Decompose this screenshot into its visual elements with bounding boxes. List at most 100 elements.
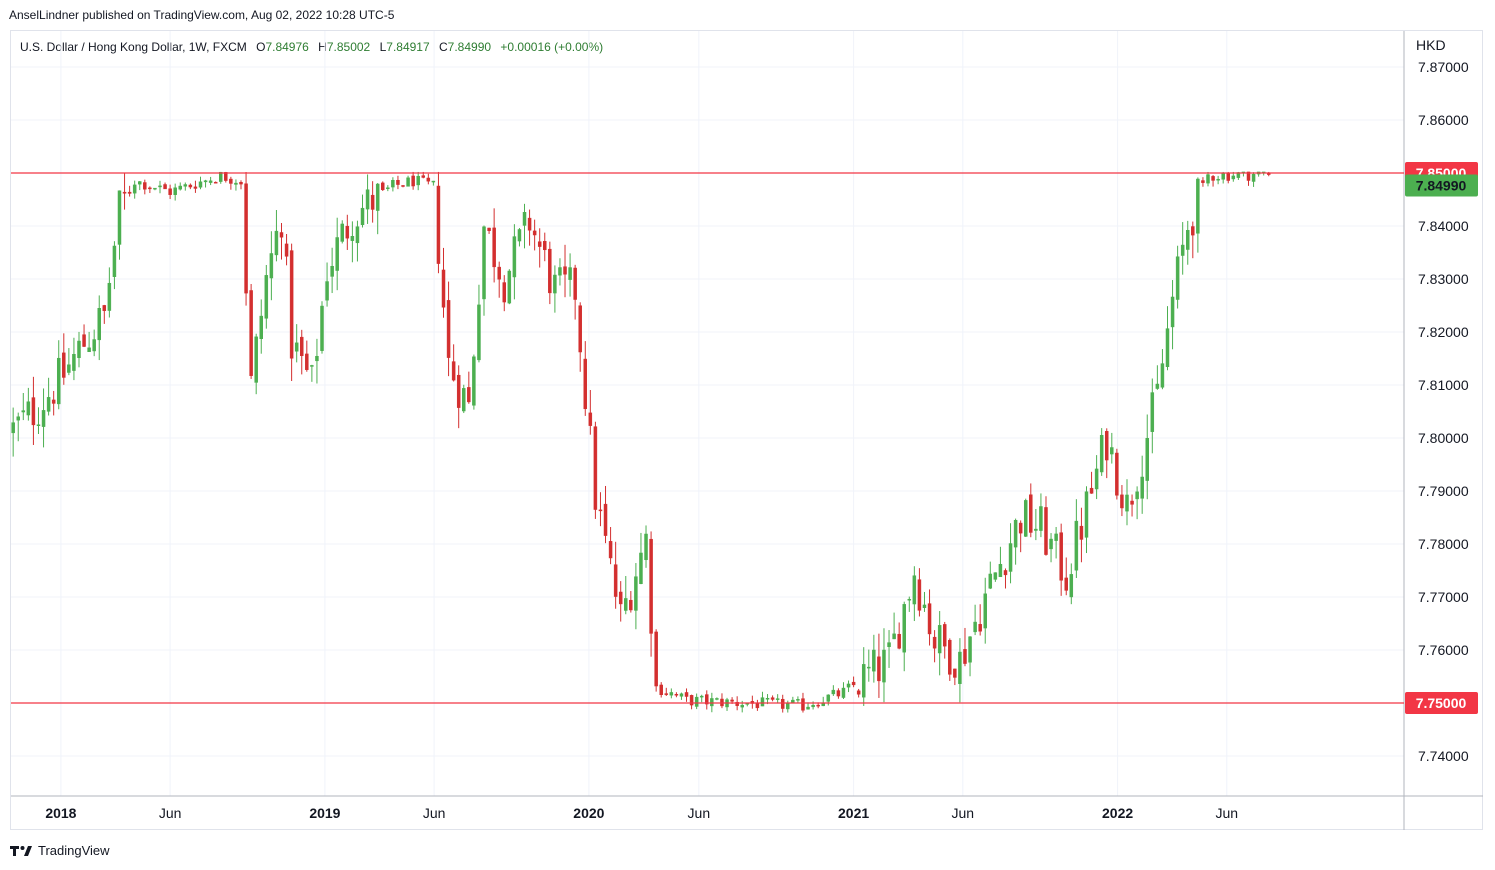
candle-body xyxy=(1064,577,1068,591)
candle-body xyxy=(446,300,451,358)
candle-body xyxy=(1267,173,1271,175)
candle-body xyxy=(294,342,299,352)
candle-body xyxy=(1074,520,1079,571)
candle-body xyxy=(264,275,269,319)
candle-body xyxy=(816,704,820,707)
candle-body xyxy=(973,621,977,633)
y-tick-label: 7.87000 xyxy=(1418,59,1469,75)
candle-body xyxy=(634,576,638,611)
candle-body xyxy=(411,175,415,187)
candle-body xyxy=(132,184,137,194)
legend-open-label: O xyxy=(256,40,266,54)
candle-body xyxy=(887,642,891,648)
candle-body xyxy=(16,416,20,421)
candle-body xyxy=(370,194,375,210)
candle-body xyxy=(365,189,370,210)
candle-body xyxy=(765,698,770,700)
candle-body xyxy=(472,356,476,406)
candle-body xyxy=(659,684,663,695)
candle-body xyxy=(31,397,36,426)
y-tick-label: 7.78000 xyxy=(1418,536,1469,552)
candle-body xyxy=(588,412,593,426)
candle-body xyxy=(274,230,279,256)
candle-body xyxy=(1059,532,1063,581)
candle-body xyxy=(1089,487,1094,494)
candle-body xyxy=(760,697,765,707)
candle-body xyxy=(173,187,177,195)
candle-body xyxy=(806,706,810,710)
candle-body xyxy=(958,651,962,684)
candle-body xyxy=(1044,507,1048,555)
candle-body xyxy=(892,633,896,640)
candle-body xyxy=(305,353,309,370)
publisher-line: AnselLindner published on TradingView.co… xyxy=(9,8,395,22)
candle-body xyxy=(841,687,846,698)
candle-body xyxy=(613,564,618,597)
candle-body xyxy=(953,668,957,678)
candle-body xyxy=(477,304,481,361)
candle-body xyxy=(1115,452,1119,496)
candle-body xyxy=(1079,525,1084,540)
candle-body xyxy=(639,552,643,585)
candle-body xyxy=(401,185,405,187)
candle-body xyxy=(330,265,334,277)
candle-body xyxy=(300,336,304,356)
candle-body xyxy=(279,232,284,238)
candle-body xyxy=(320,305,324,351)
legend-close-label: C xyxy=(439,40,448,54)
y-tick-label: 7.79000 xyxy=(1418,483,1469,499)
candle-body xyxy=(462,388,466,412)
candle-body xyxy=(872,649,876,672)
x-tick-label: 2021 xyxy=(838,805,869,821)
candle-body xyxy=(548,248,552,294)
candle-body xyxy=(664,693,669,695)
candle-body xyxy=(487,227,491,231)
x-tick-label: Jun xyxy=(1216,805,1239,821)
candle-body xyxy=(851,681,856,686)
candle-body xyxy=(937,625,942,654)
candle-body xyxy=(416,175,420,186)
candle-body xyxy=(856,690,861,695)
candle-body xyxy=(922,604,927,608)
candle-body xyxy=(51,399,56,404)
candle-body xyxy=(127,191,132,194)
candle-body xyxy=(451,361,456,381)
candle-body xyxy=(1226,172,1230,181)
x-tick-label: 2018 xyxy=(45,805,76,821)
candle-body xyxy=(21,410,26,413)
candle-body xyxy=(1251,173,1256,182)
candle-body xyxy=(1211,176,1215,181)
level-tag xyxy=(1405,692,1478,714)
candle-body xyxy=(350,236,355,241)
candle-body xyxy=(1084,491,1089,538)
candle-body xyxy=(705,694,709,705)
candle-body xyxy=(1054,533,1058,541)
x-tick-label: Jun xyxy=(423,805,446,821)
candle-body xyxy=(92,339,96,352)
candle-body xyxy=(861,664,866,698)
candle-body xyxy=(234,182,238,185)
candle-body xyxy=(912,575,917,605)
candle-body xyxy=(431,180,436,183)
candle-body xyxy=(811,704,815,708)
candle-body xyxy=(527,217,532,231)
candle-body xyxy=(1206,174,1210,184)
candle-body xyxy=(396,179,400,185)
candle-body xyxy=(208,180,213,183)
candle-body xyxy=(122,191,127,194)
candle-body xyxy=(1034,528,1038,531)
legend-close-value: 7.84990 xyxy=(447,40,492,54)
candle-body xyxy=(603,503,608,536)
candle-body xyxy=(1130,500,1134,505)
y-tick-label: 7.83000 xyxy=(1418,271,1469,287)
candle-body xyxy=(735,701,739,706)
tradingview-logo-icon xyxy=(10,845,32,856)
x-tick-label: Jun xyxy=(688,805,711,821)
candle-body xyxy=(213,181,218,184)
candle-body xyxy=(112,245,117,277)
candle-body xyxy=(710,698,714,707)
candle-body xyxy=(269,253,274,279)
legend-high-value: 7.85002 xyxy=(326,40,371,54)
candle-body xyxy=(375,183,380,211)
